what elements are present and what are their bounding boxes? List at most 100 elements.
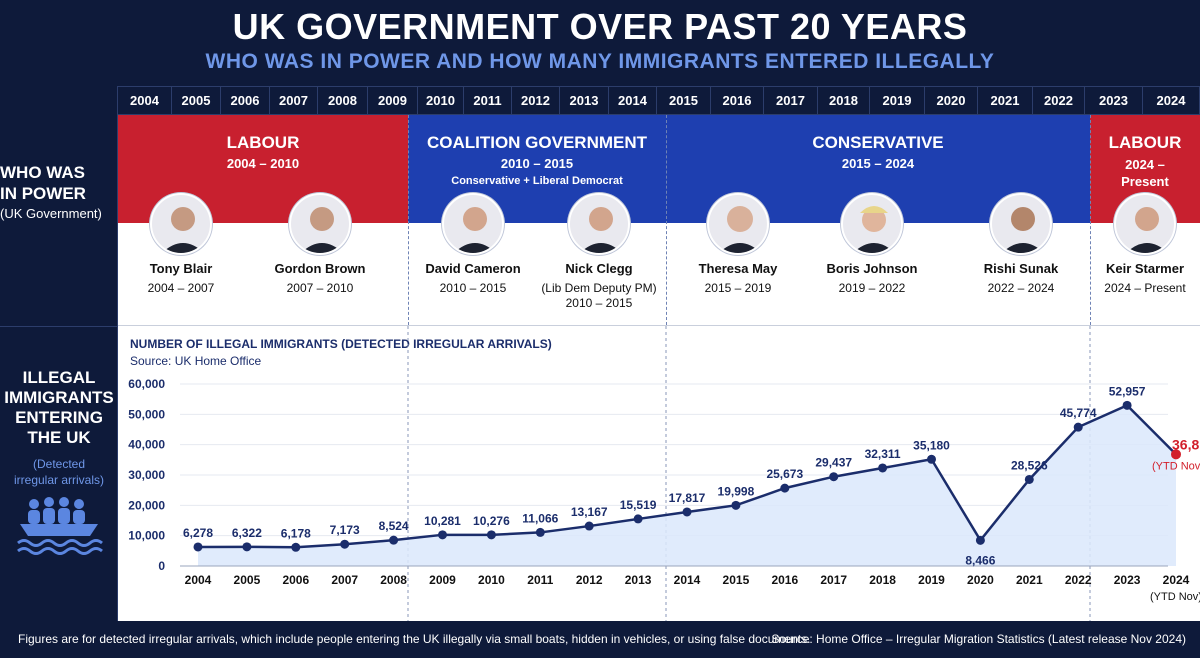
year-cell: 2016 (711, 87, 764, 115)
divider-2024 (1090, 115, 1091, 325)
year-cell: 2009 (368, 87, 418, 115)
year-cell: 2008 (318, 87, 368, 115)
year-cell: 2012 (512, 87, 560, 115)
y-tick-label: 30,000 (128, 468, 165, 482)
year-cell: 2011 (464, 87, 512, 115)
data-label: 52,957 (1109, 384, 1146, 398)
data-label: 29,437 (815, 456, 852, 470)
data-point (1024, 474, 1034, 484)
header: UK GOVERNMENT OVER PAST 20 YEARS WHO WAS… (0, 0, 1200, 86)
immigrants-section-subtitle: (Detected irregular arrivals) (13, 457, 105, 487)
data-label: 17,817 (669, 491, 706, 505)
year-cell: 2007 (270, 87, 318, 115)
data-point (389, 535, 399, 545)
leader-name: David Cameron (425, 261, 521, 276)
leader-years: 2019 – 2022 (838, 281, 906, 295)
x-tick-label: 2021 (1016, 573, 1043, 587)
y-tick-label: 40,000 (128, 438, 165, 452)
x-tick-label: 2018 (869, 573, 896, 587)
chart-source: Source: UK Home Office (130, 354, 261, 368)
y-tick-label: 10,000 (128, 529, 165, 543)
data-point (1171, 449, 1181, 460)
data-label: 32,311 (865, 447, 901, 461)
avatar (150, 193, 212, 255)
footer-source: Source: Home Office – Irregular Migratio… (771, 632, 1186, 646)
x-tick-label: 2009 (429, 573, 456, 587)
data-label: 15,519 (620, 498, 657, 512)
data-point (291, 542, 301, 552)
year-cell: 2019 (870, 87, 925, 115)
year-cell: 2005 (172, 87, 221, 115)
year-cell: 2006 (221, 87, 270, 115)
party-years: 2024 – Present (1121, 157, 1169, 189)
data-label: 6,322 (232, 526, 262, 540)
x-tick-label: 2005 (234, 573, 261, 587)
year-cell: 2015 (657, 87, 711, 115)
data-label: 6,278 (183, 526, 213, 540)
footnote: Figures are for detected irregular arriv… (18, 632, 811, 646)
data-label: 45,774 (1060, 406, 1097, 420)
data-label: 6,178 (281, 526, 311, 540)
x-tick-label: 2017 (820, 573, 847, 587)
data-point (878, 463, 888, 473)
data-point (682, 507, 692, 517)
year-cell: 2010 (418, 87, 464, 115)
data-label: 25,673 (766, 467, 803, 481)
divider-2010 (408, 115, 409, 325)
year-cell: 2021 (978, 87, 1033, 115)
leader-years: (Lib Dem Deputy PM) 2010 – 2015 (541, 281, 657, 310)
party-name: LABOUR (1108, 133, 1182, 152)
y-tick-label: 60,000 (128, 377, 165, 391)
year-cell: 2022 (1033, 87, 1085, 115)
x-tick-label: 2019 (918, 573, 945, 587)
y-tick-label: 0 (158, 559, 165, 573)
data-label: 8,466 (965, 553, 995, 567)
data-label: 10,281 (424, 514, 461, 528)
data-label: 8,524 (379, 519, 409, 533)
data-point (633, 514, 643, 524)
data-point (1073, 422, 1083, 432)
power-section-subtitle: (UK Government) (0, 206, 102, 221)
data-label: 28,526 (1011, 458, 1048, 472)
year-cell: 2024 (1143, 87, 1200, 115)
x-tick-label: 2022 (1065, 573, 1092, 587)
power-section-title: WHO WAS IN POWER (0, 163, 86, 203)
data-point (731, 500, 741, 510)
x-tick-label: 2004 (185, 573, 212, 587)
data-point (438, 530, 447, 540)
year-cell: 2013 (560, 87, 609, 115)
chart-area: NUMBER OF ILLEGAL IMMIGRANTS (DETECTED I… (118, 325, 1200, 622)
y-tick-label: 50,000 (128, 407, 165, 421)
year-cell: 2020 (925, 87, 978, 115)
data-point (829, 472, 839, 482)
immigrants-section-title: ILLEGAL IMMIGRANTS ENTERING THE UK (4, 368, 114, 447)
x-tick-label: 2008 (380, 573, 407, 587)
data-label: 19,998 (718, 484, 755, 498)
page-title: UK GOVERNMENT OVER PAST 20 YEARS (232, 6, 968, 47)
leader-name: Nick Clegg (565, 261, 633, 276)
party-name: CONSERVATIVE (812, 133, 944, 152)
x-tick-label: 2007 (331, 573, 358, 587)
x-tick-label: 2006 (282, 573, 309, 587)
data-label: 11,066 (522, 511, 558, 525)
party-name: LABOUR (226, 133, 300, 152)
data-point (486, 530, 496, 540)
leader-years: 2022 – 2024 (987, 281, 1055, 295)
leader-name: Boris Johnson (826, 261, 918, 276)
x-tick-label: 2014 (674, 573, 701, 587)
leader-name: Keir Starmer (1105, 261, 1185, 276)
leader-name: Rishi Sunak (983, 261, 1059, 276)
year-cell: 2014 (609, 87, 657, 115)
x-tick-label: 2013 (625, 573, 652, 587)
years-bar: 2004 2005 2006 2007 2008 2009 2010 2011 2012 2013… (118, 86, 1200, 115)
arrivals-chart: NUMBER OF ILLEGAL IMMIGRANTS (DETECTED I… (128, 326, 1200, 622)
avatar (841, 193, 903, 255)
data-point (340, 539, 350, 549)
data-label: 13,167 (571, 505, 608, 519)
boat-people-icon (17, 497, 103, 555)
data-label: 10,276 (473, 514, 510, 528)
left-panel: WHO WAS IN POWER (UK Government) ILLEGAL… (0, 86, 118, 621)
leader-name: Theresa May (698, 261, 778, 276)
highlight-note: (YTD Nov) (1152, 460, 1200, 472)
x-tick-label: 2010 (478, 573, 505, 587)
